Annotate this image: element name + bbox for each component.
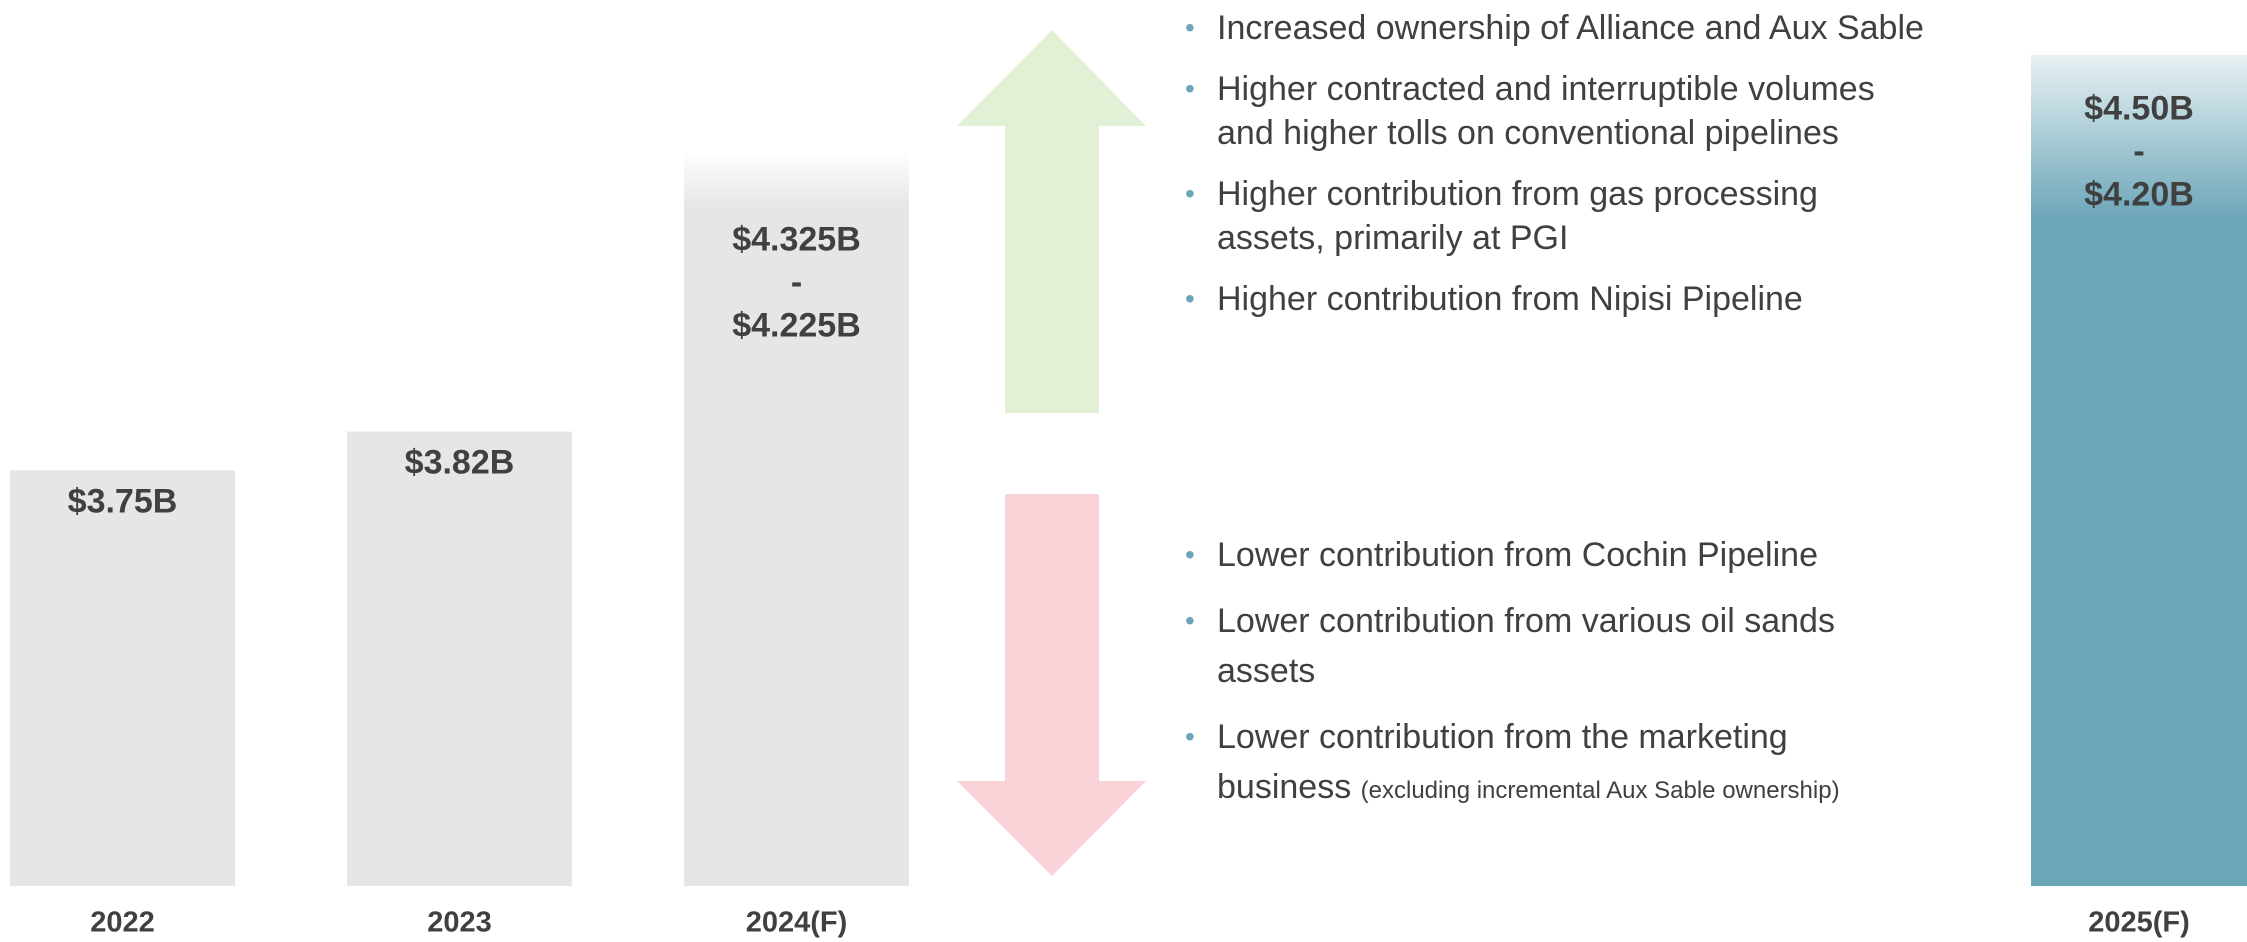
bar-base	[2031, 220, 2247, 886]
high-label: $4.325B	[732, 221, 861, 259]
category-label: 2022	[90, 907, 155, 939]
bullet-item: Higher contracted and interruptible volu…	[1185, 67, 1925, 155]
high-label: $4.50B	[2084, 90, 2194, 128]
value-label: $3.75B	[68, 482, 178, 520]
bullet-text: Higher contribution from Nipisi Pipeline	[1217, 280, 1803, 318]
bullet-item: Higher contribution from gas processing …	[1185, 172, 1925, 260]
range-band	[2031, 54, 2247, 221]
range-band	[684, 151, 909, 208]
category-label: 2024(F)	[746, 907, 848, 939]
bullet-item: Higher contribution from Nipisi Pipeline	[1185, 277, 1925, 321]
bullet-text: Higher contracted and interruptible volu…	[1217, 70, 1875, 152]
bullet-text: Lower contribution from various oil sand…	[1217, 602, 1835, 690]
low-label: $4.225B	[732, 307, 861, 345]
value-label: $3.82B	[405, 444, 515, 482]
separator: -	[791, 264, 802, 302]
up-arrow	[957, 30, 1146, 413]
low-label: $4.20B	[2084, 176, 2194, 214]
bullet-text: Higher contribution from gas processing …	[1217, 175, 1818, 257]
bullet-item: Increased ownership of Alliance and Aux …	[1185, 6, 1925, 50]
category-label: 2023	[427, 907, 492, 939]
bar	[10, 470, 235, 886]
separator: -	[2133, 133, 2144, 171]
bullet-text: Increased ownership of Alliance and Aux …	[1217, 9, 1924, 47]
bar-base	[684, 207, 909, 886]
category-label: 2025(F)	[2088, 907, 2190, 939]
bullet-item: Lower contribution from Cochin Pipeline	[1185, 530, 1925, 580]
bullet-item: Lower contribution from the marketing bu…	[1185, 712, 1925, 816]
down-arrow	[957, 494, 1146, 876]
downside-list: Lower contribution from Cochin Pipeline L…	[1185, 530, 1925, 832]
bullet-text: Lower contribution from Cochin Pipeline	[1217, 536, 1818, 574]
bar	[347, 431, 572, 886]
bullet-text: Lower contribution from the marketing bu…	[1217, 718, 1788, 806]
bullet-item: Lower contribution from various oil sand…	[1185, 596, 1925, 696]
upside-list: Increased ownership of Alliance and Aux …	[1185, 6, 1925, 338]
bullet-note: (excluding incremental Aux Sable ownersh…	[1360, 777, 1840, 804]
